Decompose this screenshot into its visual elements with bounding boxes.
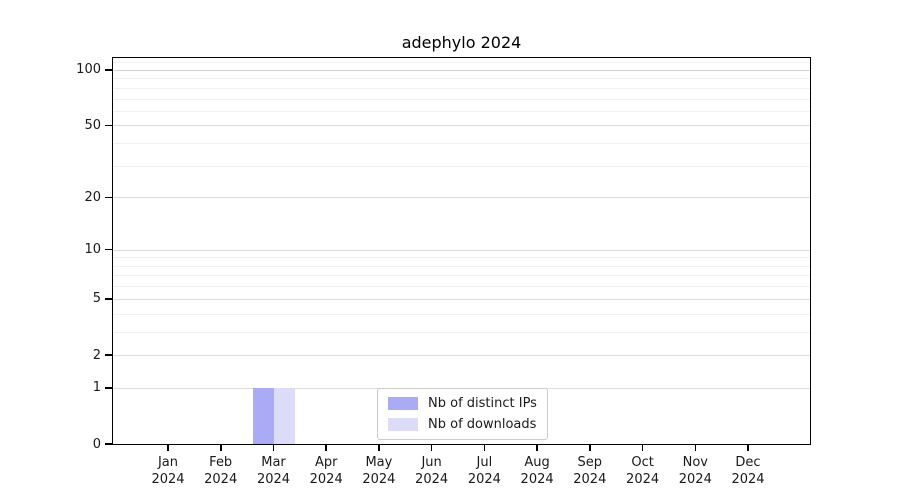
x-tick-mark [641, 444, 644, 451]
x-tick-month: Dec [735, 455, 761, 470]
x-tick-label: Oct 2024 [598, 454, 688, 488]
y-tick-mark [105, 248, 112, 251]
x-tick-mark [589, 444, 591, 451]
y-tick-label: 10 [84, 242, 101, 258]
x-tick-label: Jan 2024 [123, 454, 213, 488]
bar-downloads [273, 387, 295, 444]
x-tick-year: 2024 [256, 472, 291, 487]
x-tick-label: Jul 2024 [439, 454, 529, 488]
major-gridline [113, 197, 810, 199]
legend-label-distinct-ips: Nb of distinct IPs [428, 396, 537, 411]
x-tick-month: Aug [524, 455, 550, 470]
minor-gridline [113, 257, 810, 259]
x-tick-year: 2024 [467, 472, 501, 487]
x-tick-year: 2024 [731, 472, 765, 487]
x-tick-month: Jun [421, 455, 442, 470]
plot-area: 0 1 2 5 10 20 50 100 Jan 2024 Feb 2024 Mar 2024 Apr 20… [76, 57, 811, 487]
x-tick-year: 2024 [520, 472, 554, 487]
x-tick-label: Sep 2024 [545, 454, 635, 488]
x-tick-mark [272, 444, 275, 451]
minor-gridline [113, 87, 810, 89]
x-tick-mark [430, 444, 433, 451]
x-tick-label: Jun 2024 [387, 454, 477, 488]
x-tick-mark [220, 444, 222, 451]
x-tick-label: Dec 2024 [703, 454, 793, 488]
x-tick-label: Nov 2024 [650, 454, 740, 488]
x-tick-year: 2024 [678, 472, 712, 487]
major-gridline [113, 298, 810, 300]
x-tick-month: Mar [261, 455, 286, 470]
y-tick-label: 100 [76, 62, 101, 78]
y-tick-mark [105, 387, 112, 389]
y-tick-label: 2 [92, 347, 101, 363]
x-tick-label: Mar 2024 [229, 454, 319, 488]
y-tick-mark [105, 354, 112, 356]
legend-entry-distinct-ips: Nb of distinct IPs [388, 396, 537, 411]
major-gridline [113, 249, 810, 251]
major-gridline [113, 69, 810, 71]
bar-distinct-ips [252, 387, 274, 444]
y-tick-label: 20 [84, 189, 101, 205]
x-tick-year: 2024 [151, 472, 185, 487]
x-tick-year: 2024 [626, 472, 660, 487]
x-tick-month: Feb [209, 455, 233, 470]
y-tick-mark [105, 196, 112, 198]
legend-swatch-distinct-ips [388, 397, 418, 410]
x-tick-month: Jul [476, 455, 493, 470]
x-tick-mark [167, 444, 169, 451]
x-tick-label: Feb 2024 [176, 454, 266, 488]
x-tick-month: Nov [682, 455, 708, 470]
x-tick-label: Apr 2024 [281, 454, 371, 488]
x-tick-month: Jan [157, 455, 179, 470]
x-tick-mark [536, 444, 538, 451]
x-tick-label: Aug 2024 [492, 454, 582, 488]
legend-label-downloads: Nb of downloads [428, 417, 537, 432]
x-tick-mark [378, 444, 380, 451]
minor-gridline [113, 331, 810, 333]
minor-gridline [113, 110, 810, 112]
minor-gridline [113, 286, 810, 288]
x-tick-year: 2024 [362, 472, 396, 487]
y-tick-label: 0 [92, 436, 101, 452]
minor-gridline [113, 62, 810, 64]
x-tick-month: May [365, 455, 393, 470]
minor-gridline [113, 78, 810, 80]
legend: Nb of distinct IPs Nb of downloads [377, 388, 548, 440]
x-tick-label: May 2024 [334, 454, 424, 488]
x-tick-mark [325, 444, 327, 451]
minor-gridline [113, 143, 810, 144]
minor-gridline [113, 313, 810, 315]
x-tick-mark [483, 444, 486, 451]
minor-gridline [113, 265, 810, 267]
chart-title: adephylo 2024 [401, 33, 522, 52]
x-tick-month: Apr [314, 455, 338, 470]
legend-swatch-downloads [388, 418, 418, 431]
x-tick-month: Oct [631, 455, 654, 470]
minor-gridline [113, 275, 810, 277]
x-tick-month: Sep [577, 455, 603, 470]
x-tick-mark [694, 444, 696, 451]
legend-entry-downloads: Nb of downloads [388, 417, 537, 432]
y-tick-mark [105, 298, 112, 300]
y-tick-mark [105, 443, 112, 445]
y-tick-mark [105, 69, 112, 71]
x-tick-mark [747, 444, 749, 451]
x-tick-year: 2024 [204, 472, 238, 487]
x-tick-year: 2024 [573, 472, 607, 487]
major-gridline [113, 125, 810, 127]
x-tick-year: 2024 [415, 472, 449, 487]
y-tick-label: 50 [84, 117, 101, 133]
major-gridline [113, 355, 810, 356]
y-tick-label: 1 [92, 380, 101, 396]
y-tick-label: 5 [92, 291, 101, 307]
y-tick-mark [105, 124, 112, 127]
minor-gridline [113, 98, 810, 100]
minor-gridline [113, 165, 810, 167]
x-tick-year: 2024 [309, 472, 343, 487]
